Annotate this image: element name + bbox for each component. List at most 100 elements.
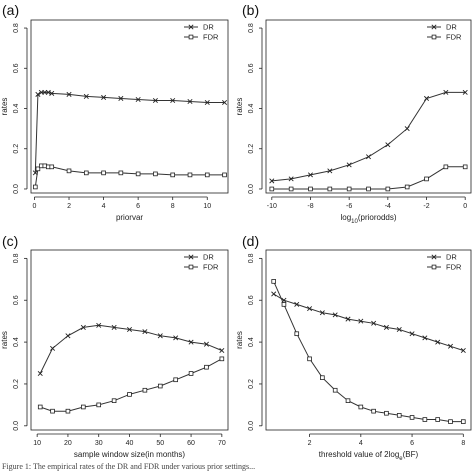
data-point-dr xyxy=(327,168,333,174)
x-tick-label: 0 xyxy=(33,203,37,210)
legend-label: DR xyxy=(446,253,457,262)
data-point-fdr xyxy=(49,164,55,170)
data-point-fdr xyxy=(81,404,86,410)
data-point-dr xyxy=(422,335,428,341)
legend-marker xyxy=(431,254,437,260)
data-point-dr xyxy=(45,89,51,95)
x-tick-label: -6 xyxy=(346,203,352,210)
data-point-fdr xyxy=(443,164,449,170)
data-point-fdr xyxy=(222,172,227,178)
data-point-dr xyxy=(371,320,377,326)
data-point-dr xyxy=(83,93,89,99)
x-tick-label: -10 xyxy=(267,203,277,210)
plot-frame xyxy=(265,249,472,431)
data-point-fdr xyxy=(101,170,106,176)
data-point-dr xyxy=(80,324,86,330)
data-point-fdr xyxy=(366,186,371,192)
y-tick-label: 0.6 xyxy=(248,63,255,73)
data-point-dr xyxy=(222,99,228,105)
y-tick-label: 0.0 xyxy=(248,184,255,194)
chart-panel: (d) 2 4 6 8 0.0 0.2 0.4 0.6 0.8 threshold value of… xyxy=(235,233,472,462)
data-point-dr xyxy=(37,370,43,377)
x-axis-label: log10(priorodds) xyxy=(340,213,396,225)
x-tick-label: 6 xyxy=(136,203,140,210)
series-line-fdr xyxy=(40,358,223,412)
data-point-fdr xyxy=(448,419,453,424)
data-point-fdr xyxy=(327,186,333,192)
data-point-fdr xyxy=(294,331,300,337)
data-point-fdr xyxy=(153,171,158,177)
data-point-fdr xyxy=(219,356,225,362)
data-point-fdr xyxy=(135,171,141,177)
series-line-fdr xyxy=(34,165,225,188)
data-point-fdr xyxy=(358,404,364,410)
y-tick-label: 0.4 xyxy=(248,104,255,114)
y-axis-label: rates xyxy=(0,331,9,349)
y-tick-label: 0.0 xyxy=(13,184,20,194)
x-tick-label: -2 xyxy=(423,203,429,210)
x-axis-label: sample window size(in months) xyxy=(74,450,185,459)
data-point-dr xyxy=(173,335,179,341)
x-tick-label: -8 xyxy=(307,203,313,210)
data-point-dr xyxy=(307,306,313,312)
data-point-fdr xyxy=(35,166,41,172)
data-point-dr xyxy=(152,97,158,103)
x-tick-label: 4 xyxy=(359,440,363,447)
data-point-dr xyxy=(346,162,352,168)
y-tick-label: 0.4 xyxy=(13,104,20,114)
data-point-dr xyxy=(319,310,325,316)
data-point-dr xyxy=(294,301,300,307)
series-line-dr xyxy=(34,91,225,173)
chart-panel: (b) -10 -8 -6 -4 -2 0 0.0 0.2 0.4 0.6 0.8 log10(prio… xyxy=(235,2,472,225)
data-point-fdr xyxy=(422,417,428,422)
plot-frame xyxy=(30,19,229,194)
data-point-fdr xyxy=(404,184,410,190)
data-point-fdr xyxy=(170,172,176,178)
data-point-dr xyxy=(187,98,193,104)
data-point-dr xyxy=(443,89,449,95)
legend-marker xyxy=(188,254,194,260)
data-point-dr xyxy=(126,327,133,333)
data-point-fdr xyxy=(409,415,415,420)
data-point-dr xyxy=(269,178,275,184)
data-point-dr xyxy=(203,341,209,347)
y-tick-label: 0.8 xyxy=(248,23,255,33)
data-point-fdr xyxy=(50,408,55,414)
y-axis-label: rates xyxy=(235,98,244,116)
data-point-fdr xyxy=(384,410,389,416)
data-point-dr xyxy=(101,94,107,100)
data-point-fdr xyxy=(346,186,352,192)
data-point-dr xyxy=(118,95,124,101)
x-tick-label: 50 xyxy=(156,440,164,447)
y-tick-label: 0.8 xyxy=(13,23,20,33)
panel-letter: (a) xyxy=(2,2,19,18)
data-point-dr xyxy=(170,97,176,103)
x-tick-label: 40 xyxy=(126,440,134,447)
data-point-fdr xyxy=(66,168,72,174)
data-point-dr xyxy=(345,316,351,322)
x-tick-label: 2 xyxy=(308,440,312,447)
y-tick-label: 0.0 xyxy=(248,421,255,431)
data-point-dr xyxy=(365,154,372,160)
data-point-dr xyxy=(50,345,56,351)
series-line-fdr xyxy=(271,166,466,190)
x-tick-label: 20 xyxy=(64,440,72,447)
data-point-fdr xyxy=(127,392,132,397)
data-point-dr xyxy=(385,142,391,148)
x-tick-label: 2 xyxy=(67,203,71,210)
data-point-fdr xyxy=(269,186,275,192)
data-point-dr xyxy=(409,331,415,337)
data-point-dr xyxy=(462,89,468,95)
data-point-fdr xyxy=(371,408,376,414)
data-point-fdr xyxy=(188,371,194,376)
x-tick-label: 4 xyxy=(102,203,106,210)
plot-frame xyxy=(30,249,229,431)
data-point-dr xyxy=(96,322,102,328)
data-point-fdr xyxy=(204,364,209,370)
data-point-fdr xyxy=(461,419,466,424)
data-point-fdr xyxy=(308,186,313,192)
data-point-fdr xyxy=(83,170,89,176)
y-tick-label: 0.2 xyxy=(248,144,255,154)
data-point-dr xyxy=(49,90,55,96)
x-axis-label: priorvar xyxy=(116,213,143,222)
